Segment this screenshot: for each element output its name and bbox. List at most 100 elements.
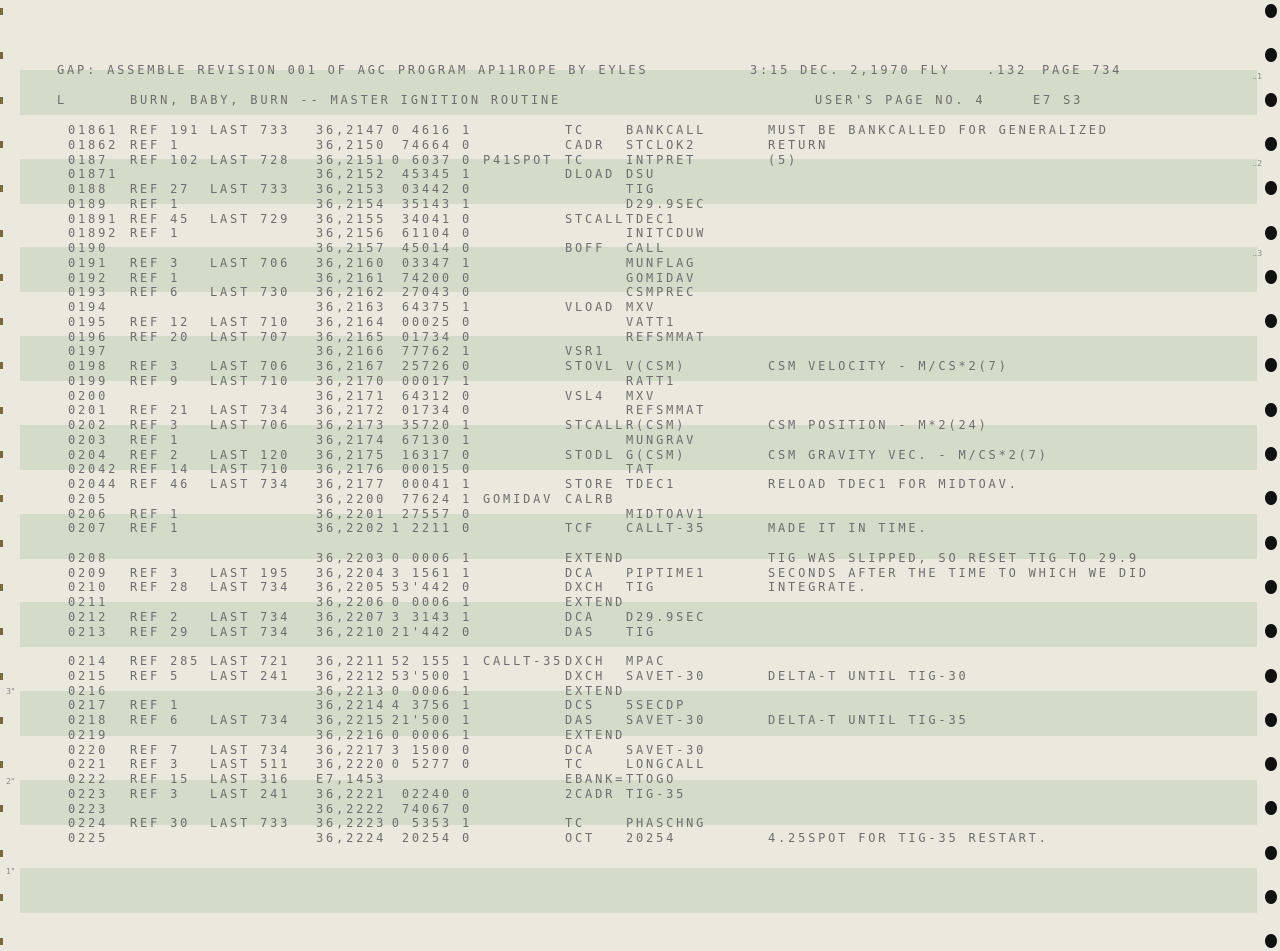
comment: INTEGRATE. [768, 580, 869, 595]
octal-word: 00017 1 [401, 373, 472, 388]
address: 36,2175 [316, 447, 387, 462]
last-ref: LAST 706 [210, 359, 291, 373]
edge-mark [0, 406, 3, 414]
edge-mark [0, 229, 3, 237]
octal-word: 0 0006 1 [391, 550, 472, 565]
line-number: 0190 [68, 241, 109, 255]
operand: INITCDUW [626, 226, 707, 241]
header-routine: BURN, BABY, BURN -- MASTER IGNITION ROUT… [130, 93, 562, 107]
line-number: 01891 [68, 211, 119, 226]
opcode: STOVL [565, 359, 616, 373]
line-number: 0205 [68, 491, 109, 506]
address: 36,2166 [316, 344, 387, 359]
opcode: DAS [565, 713, 596, 727]
address: 36,2172 [316, 403, 387, 418]
operand: 5SECDP [626, 698, 687, 713]
opcode: EBANK= [565, 772, 626, 786]
address: 36,2221 [316, 786, 387, 801]
header-flag: L [57, 93, 68, 107]
last-ref: LAST 120 [210, 447, 291, 462]
line-number: 0208 [68, 550, 109, 565]
ref-count: REF 3 [130, 255, 181, 270]
tractor-hole [1265, 269, 1277, 284]
address: 36,2220 [316, 757, 387, 772]
tractor-hole [1265, 535, 1277, 550]
octal-word: 61104 0 [401, 226, 472, 241]
operand: STCLOK2 [626, 137, 697, 152]
octal-word: 27043 0 [401, 285, 472, 300]
address: 36,2151 [316, 152, 387, 167]
line-number: 0188 [68, 182, 109, 196]
octal-word: 21'442 0 [391, 624, 472, 639]
octal-word: 01734 0 [401, 329, 472, 344]
header-user-page: USER'S PAGE NO. 4 [815, 93, 986, 107]
header-code: .132 [987, 63, 1028, 77]
address: 36,2204 [316, 565, 387, 580]
address: 36,2206 [316, 595, 387, 609]
tractor-hole [1265, 402, 1277, 417]
address: 36,2157 [316, 241, 387, 255]
comment: (5) [768, 152, 799, 167]
ref-count: REF 1 [130, 226, 181, 241]
last-ref: LAST 734 [210, 609, 291, 624]
comment: CSM VELOCITY - M/CS*2(7) [768, 359, 1009, 373]
edge-mark [0, 628, 3, 636]
last-ref: LAST 734 [210, 477, 291, 491]
ref-count: REF 1 [130, 270, 181, 285]
line-number: 0222 [68, 772, 109, 786]
opcode: TC [565, 123, 586, 137]
comment: RETURN [768, 137, 829, 152]
opcode: VSL4 [565, 388, 606, 403]
ref-count: REF 1 [130, 698, 181, 713]
operand: DSU [626, 167, 657, 182]
octal-word: 0 4616 1 [391, 123, 472, 137]
address: 36,2202 [316, 521, 387, 536]
comment: CSM POSITION - M*2(24) [768, 418, 989, 432]
last-ref: LAST 733 [210, 182, 291, 196]
tractor-hole [1265, 668, 1277, 683]
address: 36,2207 [316, 609, 387, 624]
comment: TIG WAS SLIPPED, SO RESET TIG TO 29.9 [768, 550, 1139, 565]
opcode: DXCH [565, 668, 606, 683]
line-number: 0207 [68, 521, 109, 536]
octal-word: 77762 1 [401, 344, 472, 359]
tractor-hole [1265, 801, 1277, 816]
ref-count: REF 12 [130, 314, 191, 329]
address: 36,2222 [316, 801, 387, 816]
line-number: 0220 [68, 742, 109, 757]
edge-mark [0, 185, 3, 193]
line-number: 02042 [68, 462, 119, 477]
opcode: EXTEND [565, 683, 626, 698]
edge-mark [0, 849, 3, 857]
edge-mark [0, 672, 3, 680]
octal-word: 0 5353 1 [391, 816, 472, 831]
opcode: TC [565, 757, 586, 772]
last-ref: LAST 734 [210, 403, 291, 418]
paper-band [20, 70, 1257, 115]
ref-count: REF 1 [130, 432, 181, 447]
last-ref: LAST 241 [210, 668, 291, 683]
octal-word: 53'500 1 [391, 668, 472, 683]
line-number: 02044 [68, 477, 119, 491]
comment: RELOAD TDEC1 FOR MIDTOAV. [768, 477, 1019, 491]
edge-mark [0, 539, 3, 547]
address: 36,2176 [316, 462, 387, 477]
edge-mark [0, 761, 3, 769]
ref-count: REF 191 [130, 123, 201, 137]
operand: TIG [626, 580, 657, 595]
line-number: 0217 [68, 698, 109, 713]
tractor-hole [1265, 92, 1277, 107]
operand: MXV [626, 388, 657, 403]
ref-count: REF 3 [130, 565, 181, 580]
octal-word: 20254 0 [401, 831, 472, 845]
address: 36,2155 [316, 211, 387, 226]
paper-band [20, 868, 1257, 914]
operand: REFSMMAT [626, 403, 707, 418]
paper-band [20, 424, 1257, 470]
address: 36,2173 [316, 418, 387, 432]
operand: TTOGO [626, 772, 677, 786]
ref-count: REF 7 [130, 742, 181, 757]
last-ref: LAST 734 [210, 742, 291, 757]
operand: PHASCHNG [626, 816, 707, 831]
operand: TAT [626, 462, 657, 477]
